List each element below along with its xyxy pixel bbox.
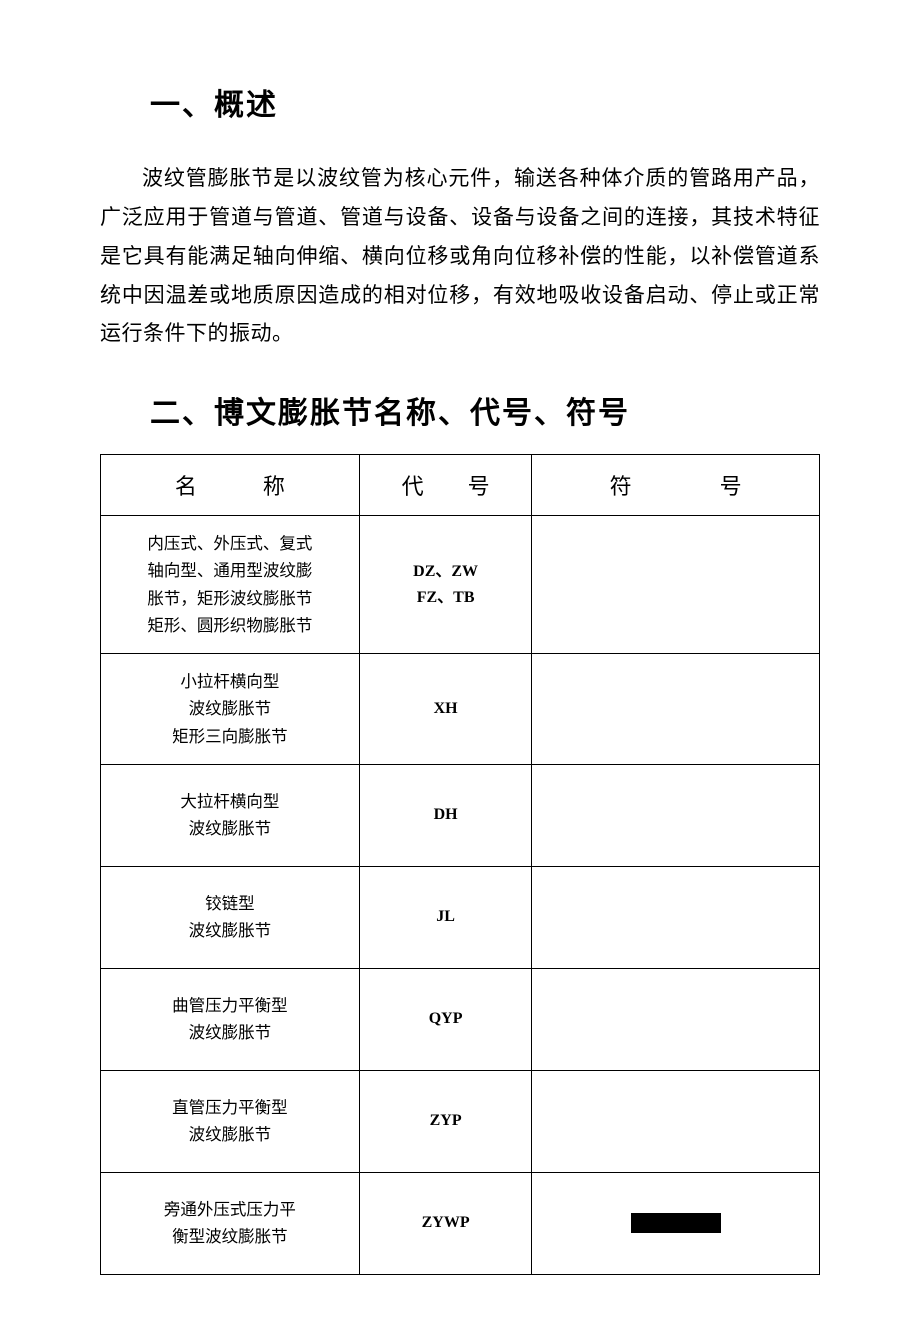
name-cell: 大拉杆横向型波纹膨胀节 bbox=[101, 764, 360, 866]
name-cell: 小拉杆横向型波纹膨胀节矩形三向膨胀节 bbox=[101, 654, 360, 765]
table-row: 曲管压力平衡型波纹膨胀节QYP bbox=[101, 968, 820, 1070]
header-code: 代 号 bbox=[359, 455, 532, 516]
code-cell: DZ、ZWFZ、TB bbox=[359, 516, 532, 654]
symbol-cell bbox=[532, 516, 820, 654]
code-cell: ZYP bbox=[359, 1070, 532, 1172]
symbol-cell bbox=[532, 654, 820, 765]
table-row: 内压式、外压式、复式轴向型、通用型波纹膨胀节，矩形波纹膨胀节矩形、圆形织物膨胀节… bbox=[101, 516, 820, 654]
table-row: 旁通外压式压力平衡型波纹膨胀节ZYWP bbox=[101, 1172, 820, 1274]
symbol-cell bbox=[532, 968, 820, 1070]
code-cell: XH bbox=[359, 654, 532, 765]
code-cell: DH bbox=[359, 764, 532, 866]
code-cell: ZYWP bbox=[359, 1172, 532, 1274]
header-name: 名 称 bbox=[101, 455, 360, 516]
bypass-balanced-icon bbox=[586, 1196, 766, 1251]
section-heading-1: 一、概述 bbox=[150, 80, 820, 124]
elbow-balanced-icon bbox=[586, 992, 766, 1047]
symbol-cell bbox=[532, 1070, 820, 1172]
small-tie-rod-icon bbox=[586, 681, 766, 736]
symbol-cell bbox=[532, 764, 820, 866]
name-cell: 铰链型波纹膨胀节 bbox=[101, 866, 360, 968]
hinged-icon bbox=[586, 890, 766, 945]
code-cell: JL bbox=[359, 866, 532, 968]
overview-paragraph: 波纹管膨胀节是以波纹管为核心元件，输送各种体介质的管路用产品，广泛应用于管道与管… bbox=[100, 159, 820, 353]
name-cell: 旁通外压式压力平衡型波纹膨胀节 bbox=[101, 1172, 360, 1274]
name-cell: 曲管压力平衡型波纹膨胀节 bbox=[101, 968, 360, 1070]
expansion-joint-table: 名 称 代 号 符 号 内压式、外压式、复式轴向型、通用型波纹膨胀节，矩形波纹膨… bbox=[100, 454, 820, 1275]
section-heading-2: 二、博文膨胀节名称、代号、符号 bbox=[150, 388, 820, 432]
table-row: 直管压力平衡型波纹膨胀节ZYP bbox=[101, 1070, 820, 1172]
table-row: 小拉杆横向型波纹膨胀节矩形三向膨胀节XH bbox=[101, 654, 820, 765]
table-row: 大拉杆横向型波纹膨胀节DH bbox=[101, 764, 820, 866]
table-header-row: 名 称 代 号 符 号 bbox=[101, 455, 820, 516]
symbol-cell bbox=[532, 866, 820, 968]
code-cell: QYP bbox=[359, 968, 532, 1070]
name-cell: 内压式、外压式、复式轴向型、通用型波纹膨胀节，矩形波纹膨胀节矩形、圆形织物膨胀节 bbox=[101, 516, 360, 654]
large-tie-rod-icon bbox=[586, 788, 766, 843]
basic-bellows-icon bbox=[586, 557, 766, 612]
table-row: 铰链型波纹膨胀节JL bbox=[101, 866, 820, 968]
symbol-cell bbox=[532, 1172, 820, 1274]
name-cell: 直管压力平衡型波纹膨胀节 bbox=[101, 1070, 360, 1172]
inline-balanced-icon bbox=[586, 1094, 766, 1149]
header-symbol: 符 号 bbox=[532, 455, 820, 516]
